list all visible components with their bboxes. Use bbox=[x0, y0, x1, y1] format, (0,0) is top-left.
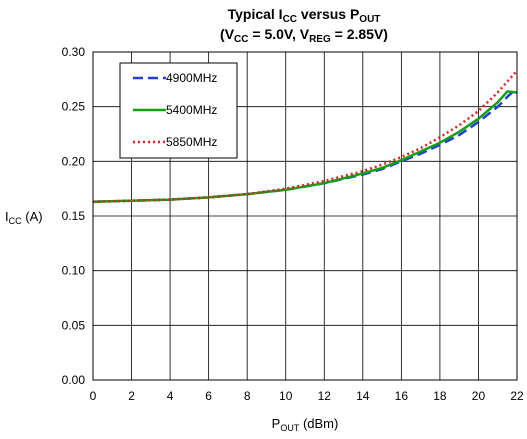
series-line-5850MHz bbox=[92, 69, 518, 204]
chart-title-line1: Typical ICC versus POUT bbox=[228, 6, 381, 25]
legend-label-5850MHz: 5850MHz bbox=[166, 135, 217, 149]
series-line-5400MHz bbox=[92, 90, 518, 204]
y-tick-label: 0.00 bbox=[62, 373, 86, 387]
y-tick-label: 0.25 bbox=[62, 100, 86, 114]
y-tick-label: 0.10 bbox=[62, 264, 86, 278]
x-tick-label: 4 bbox=[167, 389, 174, 403]
legend-label-4900MHz: 4900MHz bbox=[166, 71, 217, 85]
x-tick-label: 18 bbox=[433, 389, 447, 403]
y-axis-label: ICC (A) bbox=[5, 209, 43, 226]
x-tick-label: 22 bbox=[510, 389, 524, 403]
y-tick-label: 0.20 bbox=[62, 154, 86, 168]
y-tick-label: 0.15 bbox=[62, 209, 86, 223]
x-tick-label: 16 bbox=[395, 389, 409, 403]
plot-frame bbox=[92, 51, 518, 381]
legend-label-5400MHz: 5400MHz bbox=[166, 103, 217, 117]
x-tick-label: 10 bbox=[279, 389, 293, 403]
x-tick-label: 14 bbox=[356, 389, 370, 403]
x-tick-labels: 0 2 4 6 8 10 12 14 16 18 20 22 bbox=[90, 389, 524, 403]
x-tick-label: 2 bbox=[128, 389, 135, 403]
y-tick-labels: 0.00 0.05 0.10 0.15 0.20 0.25 0.30 bbox=[62, 45, 86, 387]
series-group bbox=[92, 69, 518, 204]
legend: 4900MHz 5400MHz 5850MHz bbox=[119, 62, 238, 159]
x-tick-label: 20 bbox=[472, 389, 486, 403]
y-tick-label: 0.30 bbox=[62, 45, 86, 59]
x-tick-label: 6 bbox=[205, 389, 212, 403]
y-tick-label: 0.05 bbox=[62, 318, 86, 332]
x-tick-label: 8 bbox=[244, 389, 251, 403]
chart-title-line2: (VCC = 5.0V, VREG = 2.85V) bbox=[220, 26, 388, 45]
x-axis-label: POUT (dBm) bbox=[272, 416, 339, 433]
x-tick-label: 0 bbox=[90, 389, 97, 403]
x-tick-label: 12 bbox=[318, 389, 332, 403]
